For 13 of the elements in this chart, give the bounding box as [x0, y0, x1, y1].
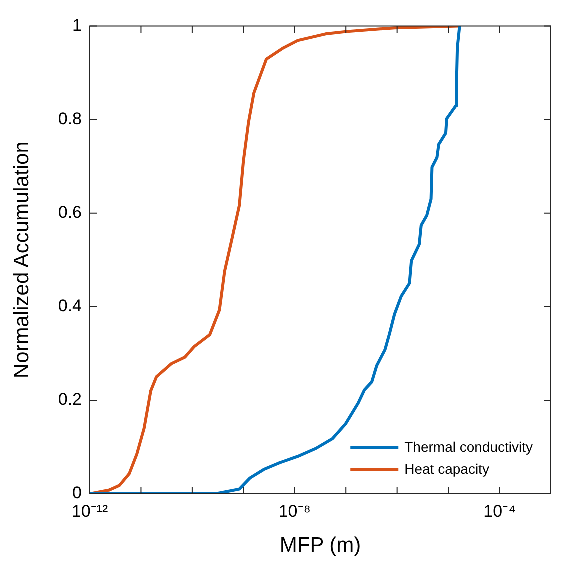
y-tick-label: 0 [72, 484, 82, 503]
x-tick-label: 10⁻¹² [72, 502, 108, 521]
legend-label: Heat capacity [404, 460, 490, 477]
legend-label: Thermal conductivity [404, 438, 534, 455]
y-tick-label: 1 [72, 16, 82, 35]
y-tick-label: 0.4 [58, 296, 82, 316]
y-tick-label: 0.8 [58, 109, 82, 128]
x-tick-label: 10⁻⁸ [278, 502, 311, 521]
y-axis-title: Normalized Accumulation [10, 142, 34, 379]
y-tick-label: 0.2 [58, 390, 82, 410]
x-tick-label: 10⁻⁴ [484, 502, 516, 521]
x-axis-title: MFP (m) [280, 534, 362, 558]
y-tick-label: 0.6 [58, 203, 82, 222]
